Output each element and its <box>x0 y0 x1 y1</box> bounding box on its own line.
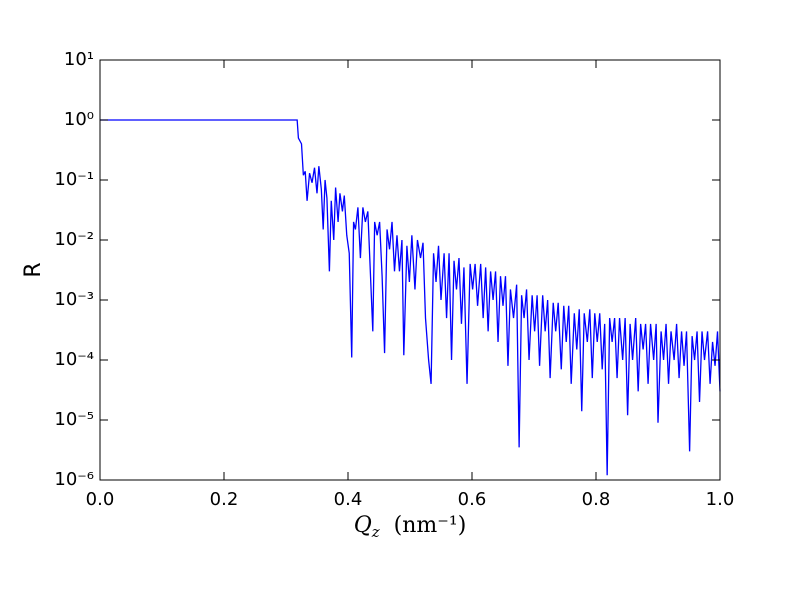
x-tick-label: 0.6 <box>458 489 487 510</box>
x-tick-label: 0.2 <box>210 489 239 510</box>
y-tick-label: 10⁻¹ <box>54 169 94 190</box>
y-axis-label: R <box>21 262 46 277</box>
y-tick-label: 10¹ <box>64 49 94 70</box>
x-label-unit: (nm⁻¹) <box>394 513 467 538</box>
y-tick-label: 10⁻⁶ <box>54 469 94 490</box>
x-label-subscript: z <box>371 523 380 541</box>
x-label-symbol: Q <box>354 513 372 538</box>
plot-frame <box>99 59 721 481</box>
y-tick-label: 10⁻² <box>54 229 94 250</box>
x-tick-label: 1.0 <box>706 489 735 510</box>
data-line <box>100 119 721 476</box>
x-tick-label: 0.8 <box>582 489 611 510</box>
y-tick-label: 10⁰ <box>64 109 94 130</box>
x-tick-label: 0.0 <box>86 489 115 510</box>
y-tick-label: 10⁻⁵ <box>54 409 94 430</box>
y-tick-label: 10⁻³ <box>54 289 94 310</box>
y-tick-label: 10⁻⁴ <box>54 349 94 370</box>
x-tick-label: 0.4 <box>334 489 363 510</box>
x-axis-label: Qz (nm⁻¹) <box>354 513 467 541</box>
